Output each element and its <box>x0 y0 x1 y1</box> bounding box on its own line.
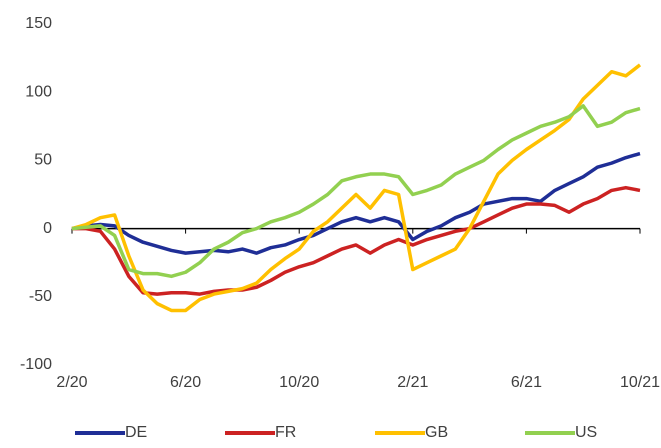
y-tick-label: -50 <box>29 288 52 305</box>
legend-label: GB <box>425 424 448 441</box>
legend-label: DE <box>125 424 147 441</box>
y-tick-label: 100 <box>25 83 52 100</box>
series-line <box>71 104 641 279</box>
series-line <box>71 63 642 313</box>
x-tick-label: 6/20 <box>170 374 201 391</box>
x-tick-label: 2/21 <box>397 374 428 391</box>
series-line <box>72 185 641 296</box>
legend-label: FR <box>275 424 296 441</box>
x-tick-label: 10/21 <box>620 374 660 391</box>
x-tick-label: 2/20 <box>56 374 87 391</box>
y-tick-label: -100 <box>20 356 52 373</box>
y-tick-label: 0 <box>43 220 52 237</box>
x-tick-label: 6/21 <box>511 374 542 391</box>
series-line <box>71 151 641 255</box>
y-tick-label: 50 <box>34 152 52 169</box>
x-tick-label: 10/20 <box>279 374 319 391</box>
legend-label: US <box>575 424 597 441</box>
y-tick-label: 150 <box>25 15 52 32</box>
